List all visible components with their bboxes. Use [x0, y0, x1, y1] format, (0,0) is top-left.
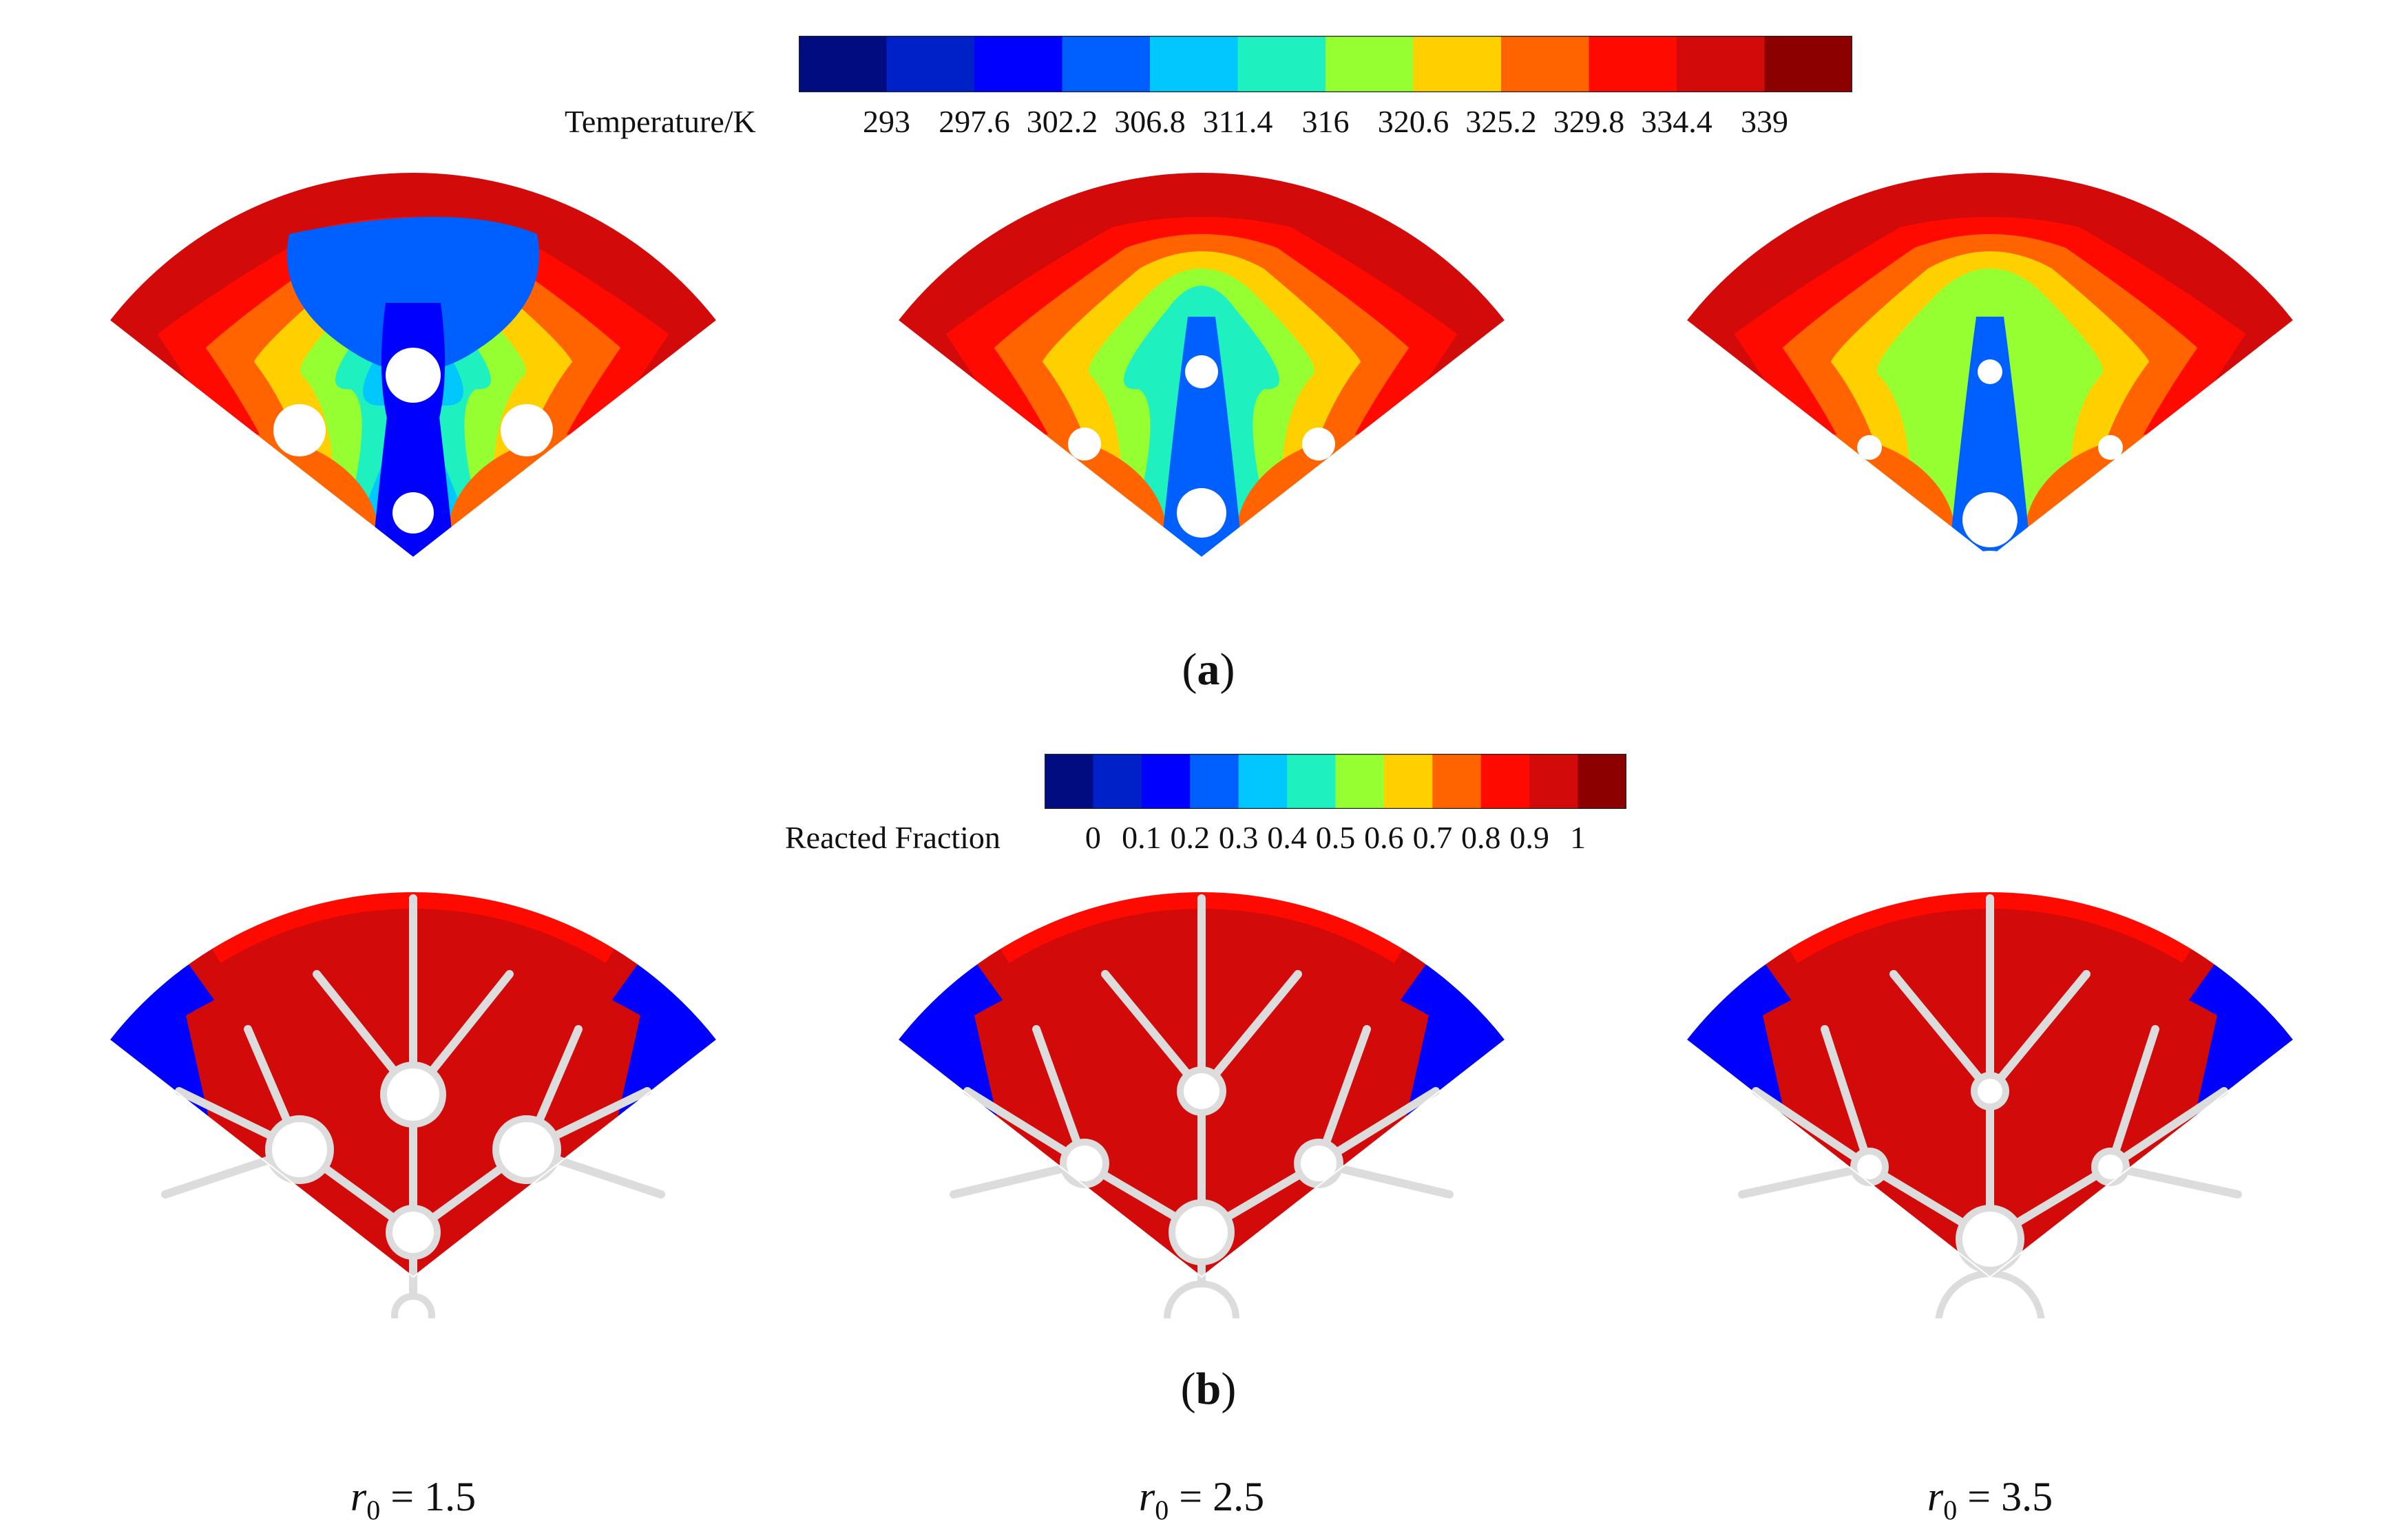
cooling-hole [392, 492, 434, 534]
temperature-tick: 320.6 [1377, 104, 1449, 139]
temperature-tick-swatch [1764, 36, 1852, 92]
temperature-field-r0-2_5 [897, 172, 1507, 599]
temperature-tick: 293 [863, 104, 910, 139]
reacted-fraction-tick: 0.4 [1267, 820, 1307, 855]
temperature-tick-swatch [1237, 36, 1326, 92]
cooling-hole [1171, 558, 1233, 599]
cooling-hole [392, 1212, 434, 1253]
temperature-colorbar [799, 36, 1852, 92]
cooling-hole [387, 1068, 439, 1121]
reacted-fraction-tick-swatch [1432, 754, 1482, 809]
cooling-hole [2098, 1154, 2123, 1179]
cooling-hole [1978, 1079, 2002, 1104]
cooling-hole [1857, 435, 1882, 460]
temperature-tick-swatch [1677, 36, 1765, 92]
temperature-tick-swatch [974, 36, 1062, 92]
cooling-hole [2098, 435, 2123, 460]
temperature-field-r0-1_5 [108, 172, 718, 599]
cooling-hole [1978, 359, 2002, 384]
cooling-hole [1857, 1154, 1882, 1179]
cooling-hole [1184, 1073, 1219, 1109]
reacted-fraction-tick: 0.3 [1218, 820, 1259, 855]
temperature-tick-swatch [1150, 36, 1238, 92]
case-label-r0-1_5: r0 = 1.5 [350, 1474, 476, 1526]
reacted-fraction-colorbar [1045, 754, 1626, 809]
case-label-r0-2_5: r0 = 2.5 [1138, 1474, 1265, 1526]
reacted-fraction-tick-swatch [1141, 754, 1191, 809]
reacted-fraction-tick: 0.2 [1170, 820, 1211, 855]
reacted-fraction-tick: 0.8 [1461, 820, 1501, 855]
cooling-hole [1171, 1287, 1233, 1318]
temperature-tick-swatch [886, 36, 975, 92]
reacted-fraction-tick: 0 [1085, 820, 1101, 855]
cooling-hole [499, 1122, 554, 1177]
reacted-fraction-tick: 0.5 [1315, 820, 1356, 855]
temperature-tick: 325.2 [1465, 104, 1537, 139]
temperature-tick: 334.4 [1641, 104, 1712, 139]
temperature-tick: 339 [1741, 104, 1788, 139]
cooling-hole [1301, 1146, 1337, 1181]
cooling-hole [398, 1300, 428, 1318]
cooling-hole [386, 348, 441, 403]
reacted-fraction-tick-swatch [1578, 754, 1626, 809]
cooling-hole [1962, 1212, 2018, 1267]
reacted-fraction-tick-swatch [1480, 754, 1530, 809]
temperature-tick-swatch [1062, 36, 1151, 92]
temperature-colorbar-label: Temperature/K [565, 104, 756, 139]
reacted-fraction-tick-swatch [1529, 754, 1579, 809]
temperature-tick: 329.8 [1553, 104, 1625, 139]
cooling-hole [1942, 1277, 2038, 1318]
cooling-hole [272, 1122, 327, 1177]
cooling-hole [1942, 551, 2038, 599]
cooling-hole [1177, 488, 1226, 538]
cooling-hole [1068, 428, 1101, 461]
cooling-hole [1962, 492, 2018, 547]
cooling-hole [1302, 428, 1335, 461]
reacted-fraction-tick: 0.6 [1364, 820, 1404, 855]
cooling-hole [1175, 1206, 1228, 1258]
reacted-fraction-colorbar-label: Reacted Fraction [785, 820, 1001, 855]
panel-label-b: (b) [1180, 1364, 1237, 1414]
reacted-fraction-field-r0-2_5 [897, 892, 1507, 1318]
temperature-tick: 306.8 [1114, 104, 1186, 139]
reacted-fraction-field-r0-1_5 [108, 892, 718, 1318]
temperature-tick-swatch [799, 36, 887, 92]
reacted-fraction-tick: 0.9 [1509, 820, 1549, 855]
cooling-hole [398, 570, 428, 599]
case-label-r0-3_5: r0 = 3.5 [1927, 1474, 2053, 1526]
cooling-hole [1067, 1146, 1102, 1181]
reacted-fraction-tick: 0.1 [1122, 820, 1162, 855]
temperature-tick-swatch [1413, 36, 1502, 92]
cooling-hole [501, 404, 553, 456]
temperature-tick-swatch [1326, 36, 1414, 92]
reacted-fraction-field-r0-3_5 [1685, 892, 2295, 1318]
reacted-fraction-tick-swatch [1335, 754, 1385, 809]
reacted-fraction-tick-swatch [1238, 754, 1288, 809]
cooling-hole [273, 404, 326, 456]
temperature-tick-swatch [1501, 36, 1589, 92]
temperature-tick: 316 [1301, 104, 1350, 139]
temperature-tick-swatch [1589, 36, 1677, 92]
temperature-tick: 311.4 [1202, 104, 1273, 139]
reacted-fraction-tick-swatch [1093, 754, 1142, 809]
temperature-tick: 302.2 [1026, 104, 1098, 139]
reacted-fraction-tick: 1 [1570, 820, 1586, 855]
panel-label-a: (a) [1182, 644, 1235, 695]
temperature-tick: 297.6 [939, 104, 1010, 139]
cooling-hole [1185, 355, 1218, 388]
reacted-fraction-tick-swatch [1190, 754, 1239, 809]
reacted-fraction-tick: 0.7 [1412, 820, 1453, 855]
reacted-fraction-tick-swatch [1287, 754, 1336, 809]
reacted-fraction-tick-swatch [1045, 754, 1093, 809]
reacted-fraction-tick-swatch [1383, 754, 1433, 809]
temperature-field-r0-3_5 [1685, 172, 2295, 599]
